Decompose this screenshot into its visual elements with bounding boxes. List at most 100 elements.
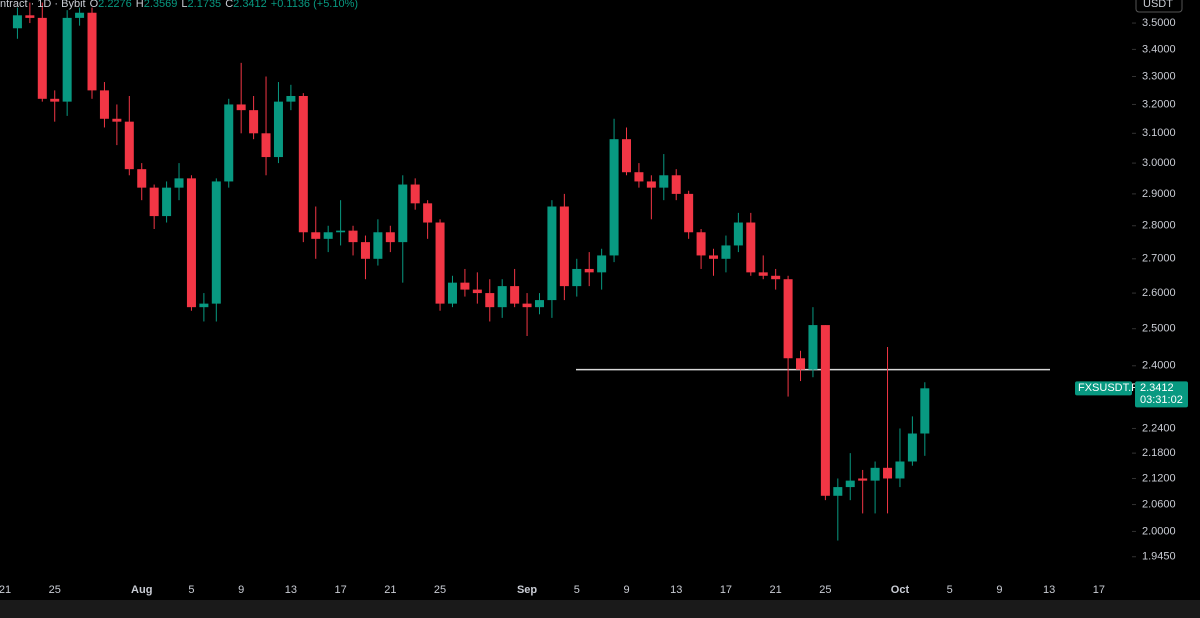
candle-body	[261, 133, 271, 158]
candle-body	[124, 121, 134, 170]
candle-body	[137, 169, 147, 188]
candle-body	[895, 461, 905, 479]
x-tick-label: 5	[574, 584, 580, 596]
candle-body	[733, 222, 743, 246]
candle-body	[584, 268, 594, 273]
candle-body	[771, 275, 781, 280]
x-tick-label: 21	[384, 584, 396, 596]
high-label: H	[136, 0, 144, 10]
y-tick-label: 3.3000	[1142, 70, 1176, 82]
low-value: 2.1735	[188, 0, 222, 10]
candle-body	[186, 178, 196, 308]
candle-body	[472, 289, 482, 294]
candle-body	[920, 388, 930, 434]
candle-body	[808, 325, 818, 370]
candle-body	[311, 232, 321, 239]
candle-body	[398, 184, 408, 243]
open-value: 2.2276	[98, 0, 132, 10]
candle-body	[646, 181, 656, 188]
candle-body	[572, 268, 582, 287]
candle-body	[199, 303, 209, 308]
y-tick-label: 2.5000	[1142, 323, 1176, 335]
x-tick-label: 25	[49, 584, 61, 596]
price-tag-bg	[1135, 381, 1188, 408]
candle-body	[684, 193, 694, 233]
low-label: L	[181, 0, 187, 10]
close-value: 2.3412	[233, 0, 267, 10]
currency-box[interactable]	[1135, 0, 1183, 13]
candle-body	[224, 104, 234, 182]
y-tick-label: 2.8000	[1142, 220, 1176, 232]
candle-body	[75, 12, 85, 18]
candle-body	[609, 139, 619, 256]
candle-body	[758, 272, 768, 276]
y-tick-label: 2.4000	[1142, 360, 1176, 372]
candle-body	[597, 255, 607, 273]
currency[interactable]: USDT	[1143, 0, 1173, 10]
x-tick-label: 17	[1093, 584, 1105, 596]
candle-body	[883, 467, 893, 479]
candle-body	[410, 184, 420, 204]
price-tag: 2.3412	[1140, 382, 1174, 394]
candle-body	[112, 118, 122, 122]
candle-body	[336, 230, 346, 233]
ticker-tag-bg	[1075, 381, 1132, 396]
y-tick-label: 2.9000	[1142, 188, 1176, 200]
x-tick-label: 5	[188, 584, 194, 596]
x-tick-label: 17	[334, 584, 346, 596]
candle-body	[845, 480, 855, 488]
candle-body	[534, 300, 544, 308]
candle-body	[12, 15, 22, 29]
y-tick-label: 2.6000	[1142, 287, 1176, 299]
y-tick-label: 3.4000	[1142, 43, 1176, 55]
candle-body	[746, 222, 756, 273]
candle-body	[149, 187, 159, 217]
candle-body	[721, 245, 731, 259]
ticker-tag: FXSUSDT.P	[1078, 382, 1139, 394]
x-tick-label: Sep	[517, 584, 537, 596]
candle-body	[696, 232, 706, 256]
candle-body	[659, 175, 669, 188]
x-tick-label: 21	[770, 584, 782, 596]
candle-body	[858, 478, 868, 481]
x-tick-label: 25	[819, 584, 831, 596]
x-tick-label: 21	[0, 584, 11, 596]
x-tick-label: 13	[670, 584, 682, 596]
change-value: +0.1136 (+5.10%)	[271, 0, 358, 10]
candle-body	[211, 181, 221, 304]
x-tick-label: Aug	[131, 584, 152, 596]
candle-body	[820, 325, 830, 496]
candle-body	[273, 101, 283, 158]
y-tick-label: 2.0000	[1142, 525, 1176, 537]
candle-body	[522, 303, 532, 308]
open-label: O	[90, 0, 99, 10]
candle-body	[833, 487, 843, 496]
candle-body	[298, 95, 308, 233]
x-tick-label: Oct	[891, 584, 910, 596]
symbol: ntract · 1D · Bybit O2.2276 H2.3569 L2.1735…	[0, 0, 358, 10]
x-tick-label: 9	[996, 584, 1002, 596]
candle-body	[423, 203, 433, 223]
legend-header: ntract · 1D · Bybit O2.2276 H2.3569 L2.1735…	[0, 0, 358, 10]
x-tick-label: 17	[720, 584, 732, 596]
candle-body	[870, 467, 880, 481]
candle-body	[709, 255, 719, 259]
candle-body	[547, 206, 557, 301]
candle-body	[559, 206, 569, 287]
candle-body	[236, 104, 246, 111]
candle-body	[286, 95, 296, 102]
y-tick-label: 3.2000	[1142, 98, 1176, 110]
candle-body	[510, 286, 520, 304]
candle-body	[671, 175, 681, 194]
candle-body	[174, 178, 184, 188]
x-tick-label: 9	[238, 584, 244, 596]
candle-body	[907, 433, 917, 462]
y-tick-label: 3.1000	[1142, 127, 1176, 139]
y-tick-label: 2.7000	[1142, 253, 1176, 265]
y-tick-label: 3.5000	[1142, 17, 1176, 29]
y-tick-label: 2.1800	[1142, 447, 1176, 459]
y-tick-label: 2.0600	[1142, 498, 1176, 510]
candle-body	[796, 358, 806, 370]
